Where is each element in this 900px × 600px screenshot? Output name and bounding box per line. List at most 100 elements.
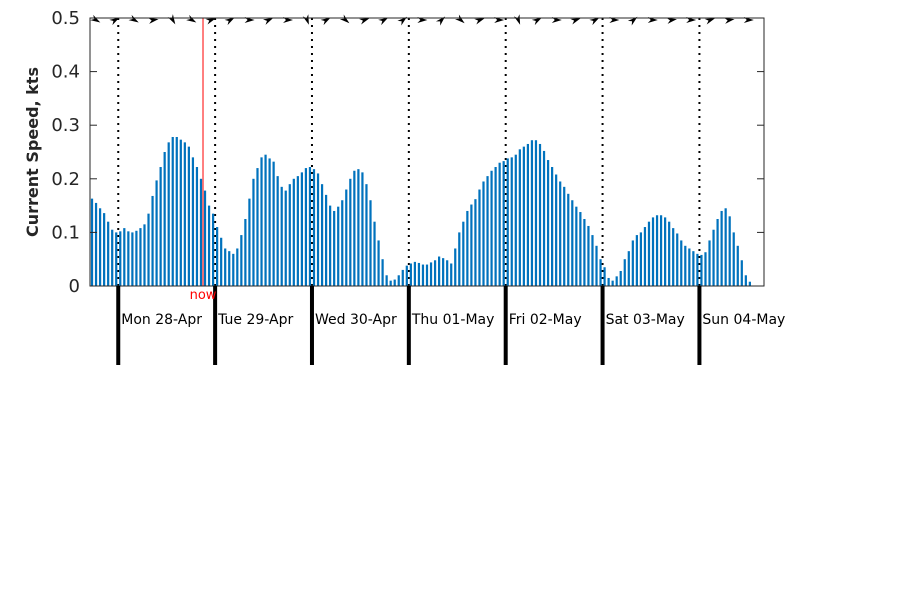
speed-bar <box>409 263 412 286</box>
speed-bar <box>647 221 651 286</box>
speed-bar <box>611 280 614 286</box>
speed-bar <box>732 232 735 286</box>
speed-bar <box>676 233 679 286</box>
speed-bar <box>220 237 223 286</box>
y-tick-label: 0 <box>69 276 80 297</box>
speed-bar <box>692 251 695 286</box>
speed-bar <box>353 170 356 286</box>
speed-bar <box>397 275 400 286</box>
speed-bar <box>296 176 299 286</box>
day-label: Mon 28-Apr <box>121 312 202 328</box>
direction-arrow-icon <box>167 14 176 25</box>
speed-bar <box>308 167 312 286</box>
direction-arrow-icon <box>666 17 677 24</box>
speed-bar <box>111 229 114 286</box>
speed-bar <box>232 253 235 286</box>
speed-bar <box>107 221 110 286</box>
day-gridlines <box>117 18 701 286</box>
speed-bar <box>555 174 558 286</box>
speed-bar <box>143 224 146 286</box>
speed-bar <box>345 189 348 286</box>
speed-bar <box>284 190 287 286</box>
speed-bar <box>470 204 473 286</box>
speed-bar <box>429 262 433 286</box>
speed-bar <box>191 157 195 286</box>
y-tick-label: 0.5 <box>51 8 80 29</box>
direction-arrow-icon <box>531 17 542 26</box>
speed-bar <box>700 254 703 286</box>
speed-bar <box>365 184 368 286</box>
speed-bar <box>123 228 126 286</box>
speed-bar <box>324 194 328 286</box>
speed-bar <box>155 180 158 286</box>
speed-bar <box>211 213 215 286</box>
speed-bar <box>276 176 279 286</box>
speed-bar <box>498 162 501 286</box>
speed-bar <box>708 240 711 286</box>
speed-bar <box>458 232 461 286</box>
speed-bar <box>655 215 659 286</box>
speed-bar <box>591 235 594 286</box>
speed-bar <box>405 265 408 286</box>
speed-bar <box>268 158 271 286</box>
speed-bar <box>623 259 626 286</box>
speed-bar <box>260 157 263 286</box>
speed-bar <box>494 167 497 286</box>
speed-bar <box>514 154 517 286</box>
speed-bar <box>256 168 259 286</box>
direction-arrow-icon <box>627 16 638 26</box>
speed-bar <box>502 161 505 286</box>
speed-bar <box>684 245 687 286</box>
speed-bar <box>316 173 320 286</box>
speed-bar <box>643 227 647 286</box>
speed-bar <box>740 260 743 286</box>
speed-bar <box>103 213 106 286</box>
speed-bar <box>575 206 578 286</box>
speed-bar <box>333 210 336 286</box>
speed-bar <box>377 240 380 286</box>
speed-bar <box>559 181 562 286</box>
speed-bar <box>264 154 267 286</box>
speed-bar <box>506 158 509 286</box>
speed-bar <box>442 258 445 286</box>
speed-bar <box>131 232 134 286</box>
direction-arrow-icon <box>513 14 521 25</box>
speed-bar <box>115 232 118 286</box>
speed-bar <box>478 189 481 286</box>
speed-bar <box>530 140 534 286</box>
direction-arrow-icon <box>589 17 600 26</box>
speed-bar <box>595 245 598 286</box>
speed-bar <box>438 256 441 286</box>
speed-bar <box>304 168 308 286</box>
speed-bar <box>526 143 530 286</box>
speed-bar <box>385 275 388 286</box>
speed-bar <box>571 200 574 286</box>
speed-bar <box>135 230 138 286</box>
speed-bar <box>704 252 707 286</box>
speed-bar <box>389 280 392 286</box>
speed-bar <box>147 213 150 286</box>
speed-bar <box>724 208 727 286</box>
speed-bar <box>542 150 546 286</box>
y-axis-ticks: 0 0.1 0.2 0.3 0.4 0.5 <box>51 8 764 297</box>
speed-bar <box>474 199 477 286</box>
direction-arrow-icon <box>397 16 408 26</box>
speed-bar <box>668 221 671 286</box>
speed-bar <box>425 264 429 286</box>
speed-bar <box>664 217 667 286</box>
speed-bar <box>680 240 683 286</box>
day-label: Wed 30-Apr <box>315 312 397 328</box>
speed-bar <box>454 248 457 286</box>
speed-bar <box>248 198 251 286</box>
speed-bar <box>151 195 154 286</box>
direction-arrow-icon <box>128 14 139 23</box>
speed-bar <box>490 170 493 286</box>
direction-arrow-icon <box>724 17 735 24</box>
speed-bar <box>244 219 247 286</box>
direction-arrow-icon <box>378 17 389 26</box>
speed-bar <box>252 178 255 286</box>
plot-area <box>90 18 764 286</box>
speed-bar <box>341 200 344 286</box>
speed-bar <box>748 281 751 286</box>
